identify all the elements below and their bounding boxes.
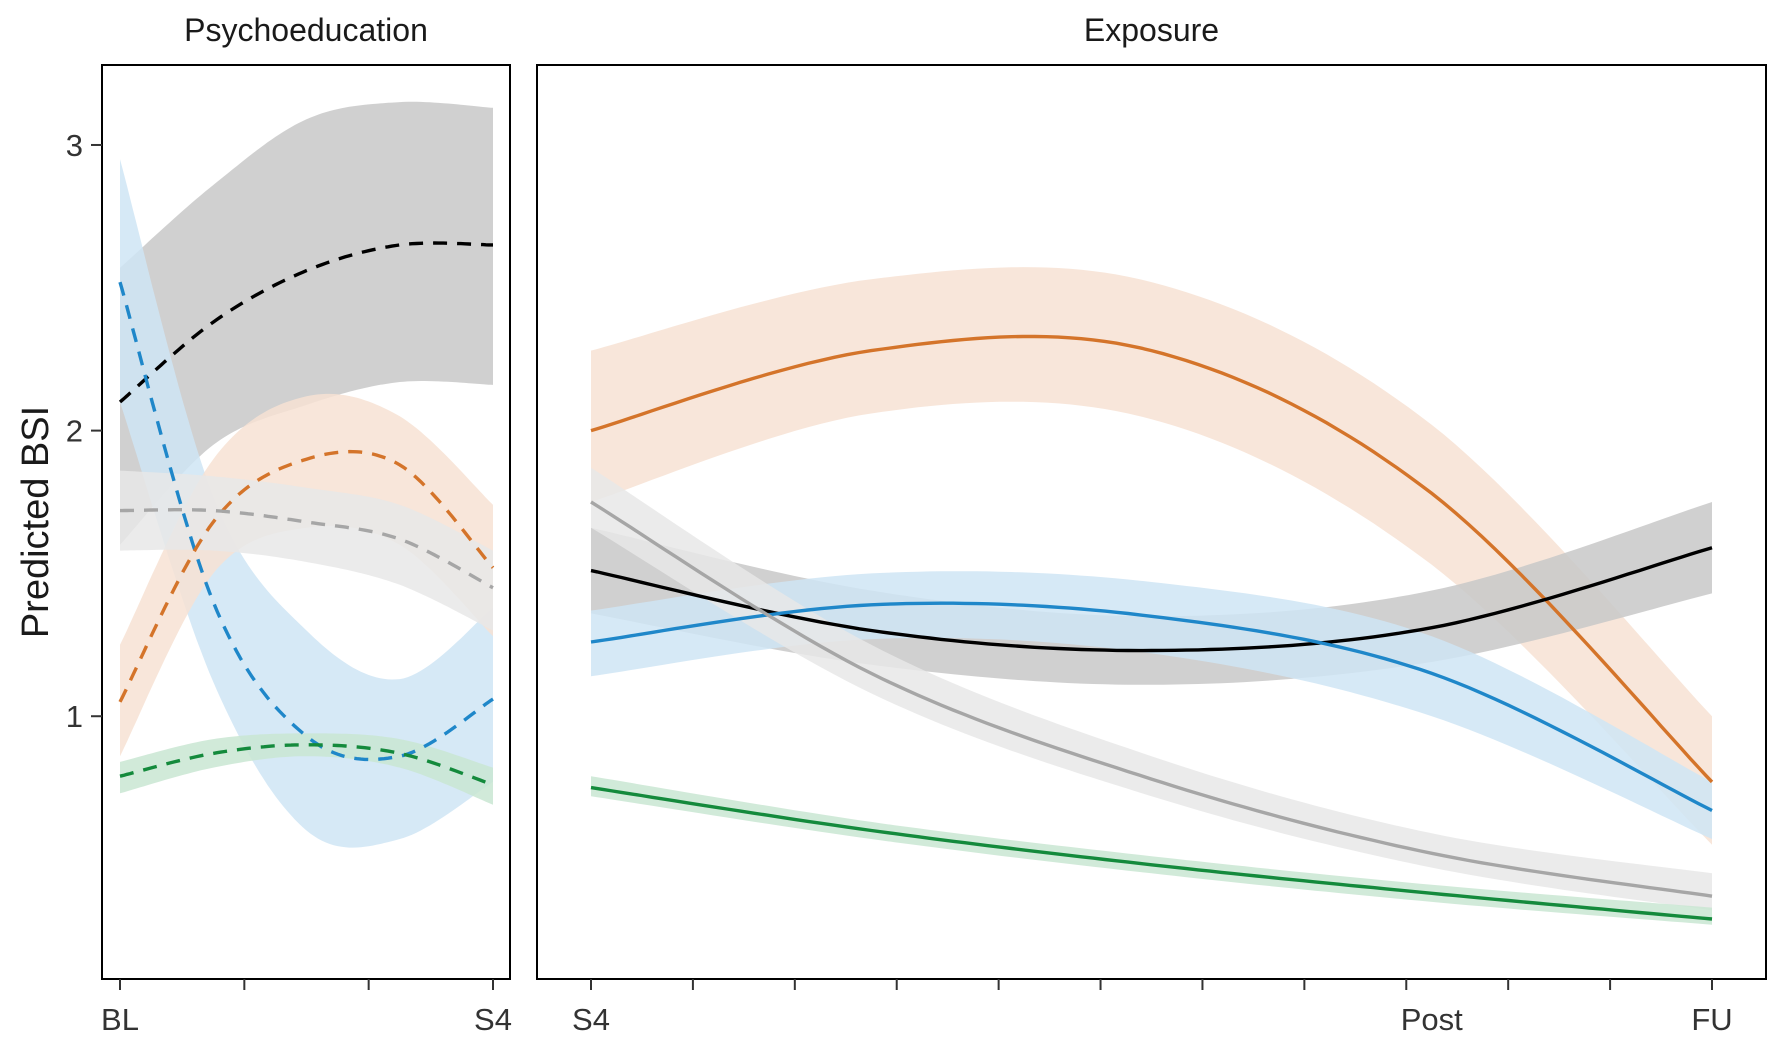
panel-strip-layer: Psychoeducation Exposure: [184, 12, 1219, 48]
exposure-orange-series-line: [590, 334, 1714, 784]
exposure-series-lines: [590, 334, 1714, 921]
exposure-panel-frame: [536, 64, 1767, 980]
y-tick-label: 3: [66, 128, 83, 163]
exposure-gray-series-line: [590, 500, 1713, 898]
exposure-confidence-bands: [591, 267, 1712, 925]
psychoeducation-x-axis: BL S4: [101, 979, 512, 1037]
panel-title-exposure: Exposure: [1084, 12, 1219, 48]
y-tick-label: 2: [66, 414, 83, 449]
psychoeducation-blue-confidence-band: [120, 159, 493, 848]
exposure-green-series-line: [590, 785, 1713, 921]
psychoeducation-gray-confidence-band: [120, 470, 493, 631]
exposure-x-axis: S4 Post FU: [572, 979, 1733, 1037]
psychoeducation-blue-series-line: [118, 281, 494, 762]
exposure-black-series-line: [590, 546, 1713, 653]
y-tick-label: 1: [66, 699, 83, 734]
exposure-x-tick-label: FU: [1691, 1002, 1732, 1037]
exposure-orange-confidence-band: [591, 267, 1712, 845]
psychoeducation-confidence-bands: [120, 101, 493, 848]
exposure-blue-confidence-band: [591, 571, 1712, 839]
exposure-green-confidence-band: [591, 776, 1712, 925]
exposure-gray-confidence-band: [591, 467, 1712, 911]
panel-frames: [101, 64, 1767, 980]
exposure-x-tick-label: Post: [1401, 1002, 1463, 1037]
psychoeducation-x-tick-label: BL: [101, 1002, 139, 1037]
psychoeducation-panel-frame: [101, 64, 511, 980]
psychoeducation-series-lines: [118, 241, 495, 787]
psychoeducation-black-series-line: [118, 241, 493, 404]
psychoeducation-green-series-line: [119, 743, 494, 787]
psychoeducation-x-tick-label: S4: [474, 1002, 512, 1037]
psychoeducation-green-confidence-band: [120, 733, 493, 805]
psychoeducation-black-confidence-band: [120, 101, 493, 545]
psychoeducation-orange-series-line: [118, 449, 495, 703]
y-axis-label: Predicted BSI: [15, 406, 57, 638]
exposure-x-tick-label: S4: [572, 1002, 610, 1037]
y-axis: 1 2 3: [66, 128, 102, 734]
panel-title-psychoeducation: Psychoeducation: [184, 12, 428, 48]
psychoeducation-gray-series-line: [120, 508, 494, 590]
